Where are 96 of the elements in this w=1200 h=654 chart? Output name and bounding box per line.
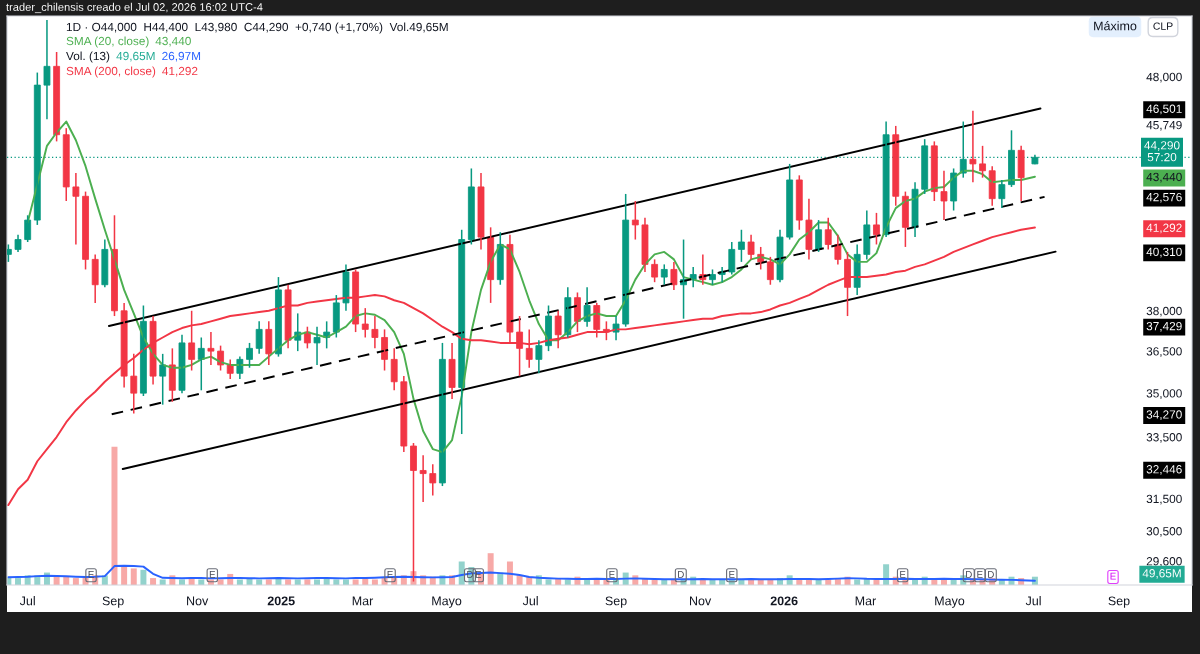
bar: [487, 553, 494, 585]
candlestick: [969, 109, 977, 184]
annotation: 26,97M: [162, 51, 201, 62]
bar: [342, 579, 349, 585]
candlestick: [313, 325, 321, 366]
candlestick: [651, 258, 659, 283]
bar: [256, 579, 263, 585]
y-tick-label: 38,000: [1146, 306, 1182, 317]
bar: [111, 446, 118, 585]
bar: [265, 579, 272, 585]
x-tick-label: Mar: [352, 596, 374, 606]
candlestick: [795, 174, 803, 231]
annotation: E: [209, 571, 216, 578]
y-tick-label: 41,292: [1146, 223, 1182, 234]
x-tick-label: Nov: [187, 596, 209, 606]
x-tick-label: Sep: [605, 596, 627, 608]
candlestick: [631, 200, 639, 241]
bar: [159, 579, 166, 585]
candlestick: [43, 19, 51, 121]
annotation: 49,65M: [116, 51, 155, 62]
chart-title: Vol. (13): [66, 51, 110, 63]
y-tick-label: 45,749: [1146, 120, 1182, 131]
candlestick: [979, 145, 986, 179]
y-tick-label: 42,576: [1146, 192, 1182, 203]
candlestick: [738, 229, 745, 263]
x-tick-label: Sep: [1108, 596, 1130, 608]
bar: [217, 579, 224, 585]
annotation: CLP: [1153, 22, 1173, 30]
annotation: D: [988, 571, 994, 578]
bar: [285, 579, 292, 585]
annotation: 49,65M: [1142, 569, 1181, 579]
annotation: D: [678, 571, 684, 578]
annotation: E: [609, 571, 615, 578]
y-tick-label: 29,600: [1146, 557, 1182, 567]
y-tick-label: 33,500: [1146, 433, 1182, 443]
bar: [198, 579, 205, 585]
candlestick: [188, 310, 196, 372]
y-tick-label: 46,501: [1146, 104, 1182, 115]
annotation: 41,292: [162, 66, 198, 77]
text: SMA (200, close): [66, 66, 156, 78]
text: SMA (20, close): [66, 36, 149, 48]
bar: [352, 579, 359, 585]
candlestick: [940, 169, 948, 221]
y-tick-label: 32,446: [1146, 465, 1182, 475]
y-tick-label: 43,440: [1146, 172, 1182, 183]
text: trader_chilensis creado el Jul 02, 2026 16:02 UTC-4: [6, 2, 263, 14]
y-tick-label: 34,270: [1146, 410, 1182, 421]
bar: [304, 579, 311, 585]
y-tick-label: 48,000: [1146, 72, 1182, 83]
candlestick: [747, 233, 755, 261]
annotation: 43,440: [155, 36, 191, 47]
y-tick-label: 30,500: [1146, 527, 1182, 537]
y-tick-label: 31,500: [1146, 494, 1182, 505]
x-tick-label: Mar: [855, 596, 876, 606]
annotation: E: [900, 571, 906, 578]
candlestick: [873, 212, 880, 246]
text: 1D · O44,000 H44,400 L43,980 C44,290 +0,740 (+1,70%) Vol.49,65M: [66, 22, 448, 34]
line-series: [7, 226, 1036, 507]
x-tick-label: Jul: [19, 596, 35, 606]
bar: [854, 579, 861, 585]
x-tick-label: Mayo: [935, 596, 965, 608]
annotation: E: [977, 571, 983, 578]
ref-line-label: 44,290 57:20: [1144, 141, 1180, 162]
candlestick: [207, 331, 215, 366]
line-series: [26, 120, 1036, 454]
bar: [333, 579, 340, 585]
candlestick: [419, 454, 427, 503]
y-tick-label: 36,500: [1146, 347, 1182, 357]
annotation: E: [729, 571, 735, 578]
annotation: D: [966, 571, 972, 578]
candlestick: [371, 315, 379, 350]
bar: [130, 568, 137, 585]
x-tick-label: Nov: [690, 596, 712, 606]
bar: [294, 579, 301, 585]
y-tick-label: 35,000: [1146, 389, 1182, 399]
x-tick-label: Jul: [1025, 596, 1041, 606]
y-tick-label: 37,429: [1146, 321, 1182, 332]
candlestick: [72, 172, 80, 246]
x-tick-label: Sep: [102, 596, 124, 608]
bar: [236, 579, 243, 585]
bar: [179, 579, 185, 585]
candlestick: [786, 163, 794, 241]
candlestick: [535, 339, 543, 375]
bar: [545, 579, 552, 585]
x-tick-label: 2026: [770, 596, 798, 606]
bar: [140, 569, 147, 585]
bar: [371, 579, 378, 585]
annotation: Máximo: [1094, 21, 1137, 31]
x-tick-label: Mayo: [432, 596, 462, 608]
bar: [314, 579, 321, 585]
candlestick: [14, 233, 22, 253]
x-tick-label: Jul: [522, 596, 538, 606]
x-tick-label: 2025: [267, 596, 295, 606]
annotation: E: [1110, 572, 1116, 580]
y-tick-label: 40,310: [1146, 247, 1182, 258]
candlestick: [246, 342, 253, 369]
